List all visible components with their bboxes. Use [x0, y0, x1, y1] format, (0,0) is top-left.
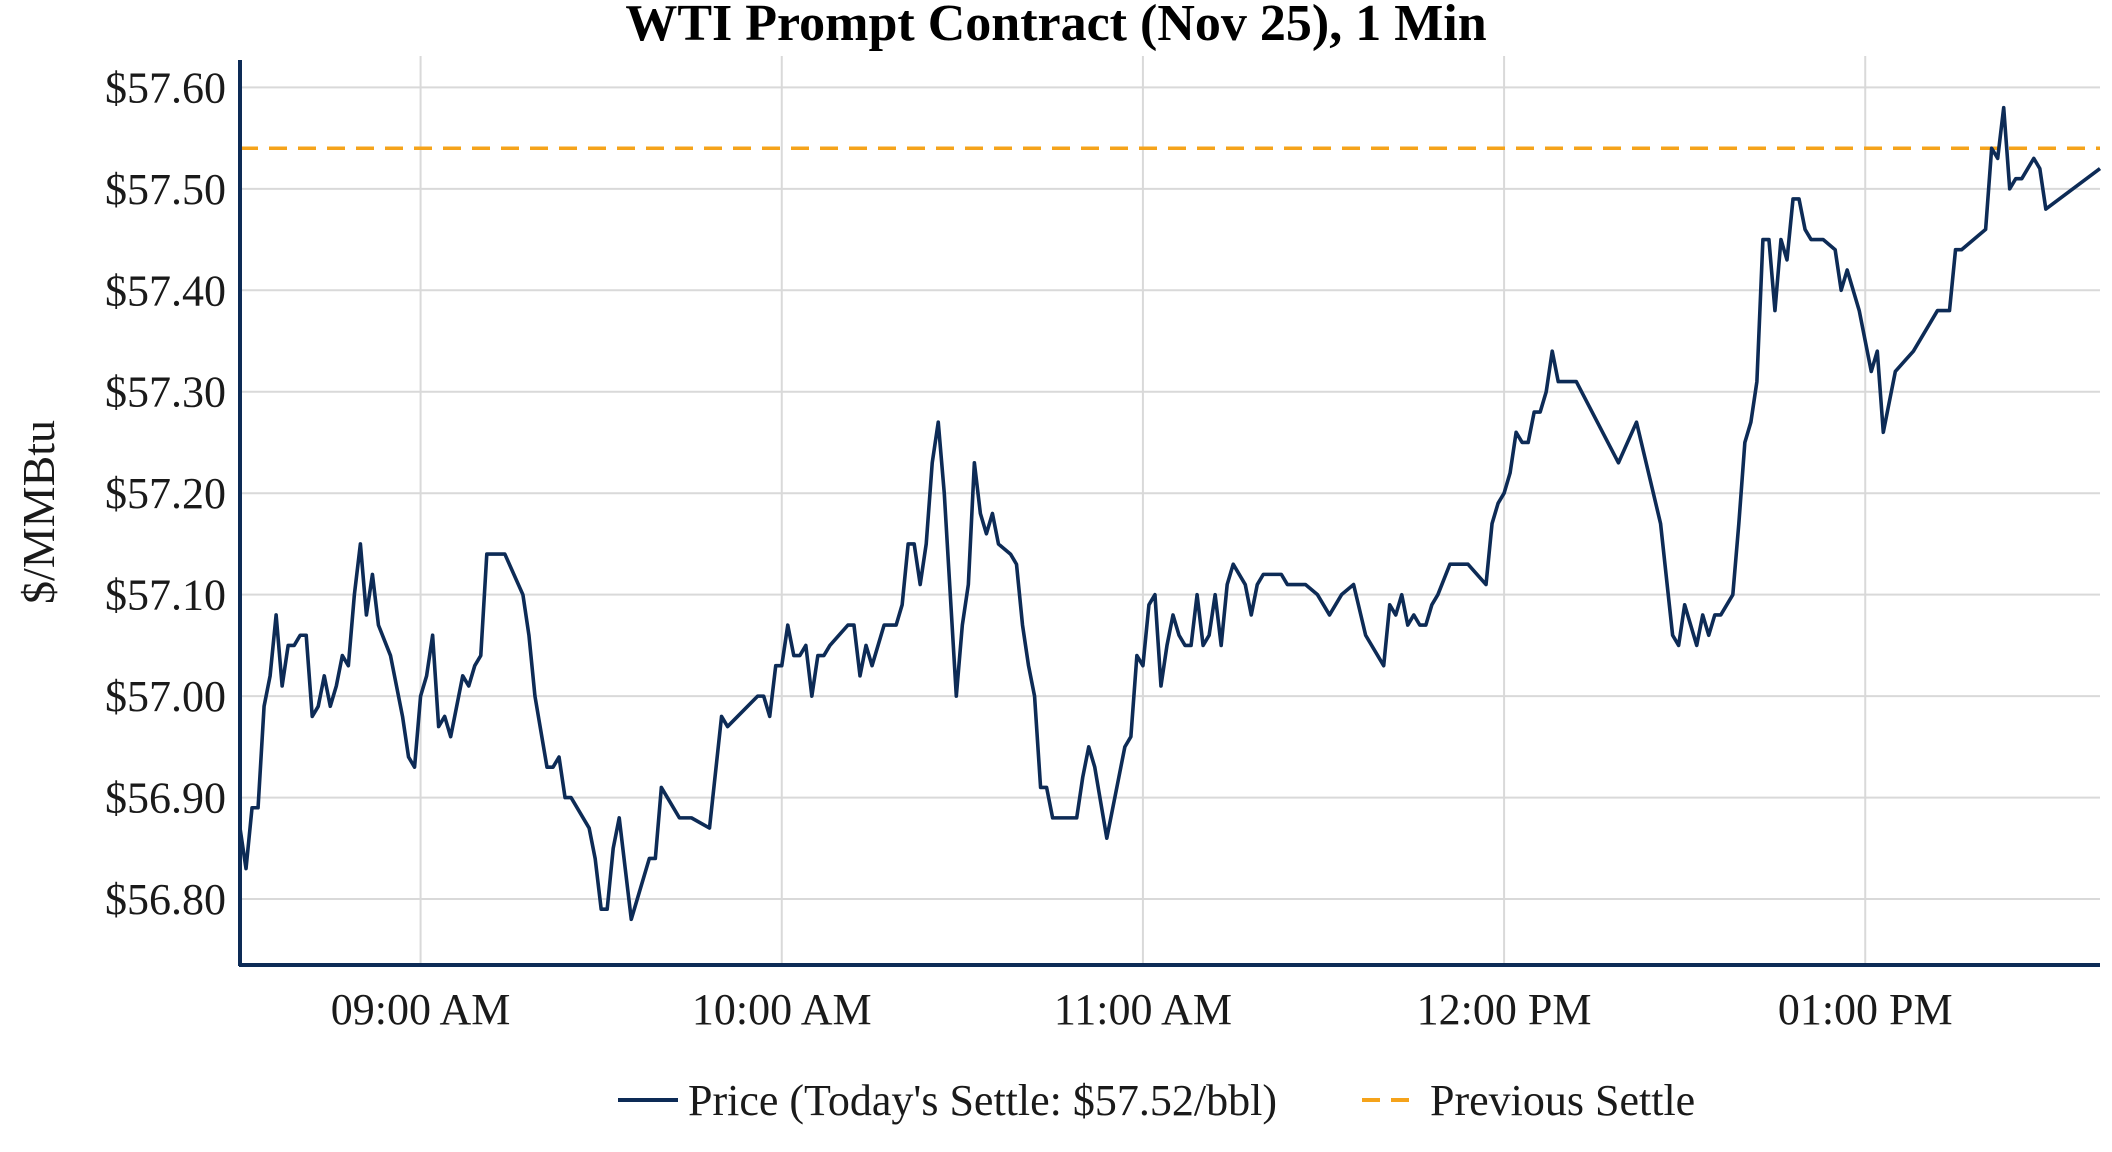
y-tick-label: $57.50: [105, 165, 226, 214]
y-tick-label: $56.80: [105, 875, 226, 924]
y-tick-label: $57.60: [105, 63, 226, 112]
y-axis-label: $/MMBtu: [13, 420, 64, 604]
x-tick-labels: 09:00 AM 10:00 AM 11:00 AM 12:00 PM 01:00 PM: [331, 985, 1953, 1034]
y-tick-label: $57.10: [105, 571, 226, 620]
chart-title: WTI Prompt Contract (Nov 25), 1 Min: [625, 0, 1486, 52]
y-tick-label: $56.90: [105, 774, 226, 823]
x-tick-label: 12:00 PM: [1417, 985, 1592, 1034]
axes: [238, 60, 2100, 967]
y-tick-labels: $56.80 $56.90 $57.00 $57.10 $57.20 $57.30 $57.…: [105, 63, 226, 924]
series-layer: [238, 105, 2102, 922]
x-tick-label: 10:00 AM: [692, 985, 872, 1034]
x-tick-label: 11:00 AM: [1054, 985, 1232, 1034]
grid: [240, 56, 2100, 965]
y-tick-label: $57.20: [105, 469, 226, 518]
legend-price-label: Price (Today's Settle: $57.52/bbl): [688, 1076, 1277, 1125]
y-tick-label: $57.40: [105, 266, 226, 315]
legend-previous-settle-label: Previous Settle: [1430, 1076, 1695, 1125]
y-tick-label: $57.00: [105, 672, 226, 721]
x-tick-label: 01:00 PM: [1778, 985, 1953, 1034]
legend: Price (Today's Settle: $57.52/bbl) Previo…: [618, 1076, 1695, 1125]
y-tick-label: $57.30: [105, 368, 226, 417]
price-series-line: [238, 105, 2102, 922]
x-tick-label: 09:00 AM: [331, 985, 511, 1034]
